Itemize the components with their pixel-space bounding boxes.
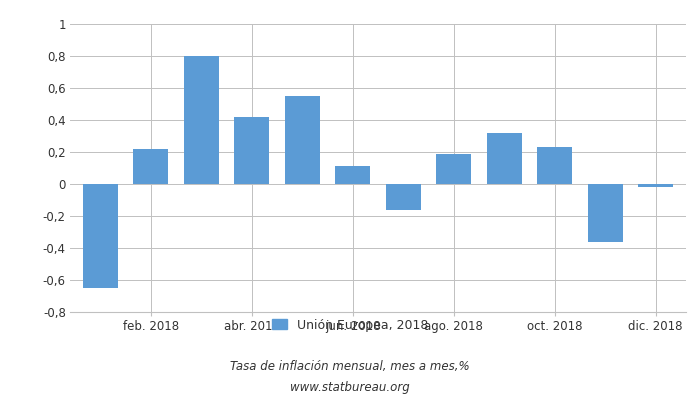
Bar <box>234 117 270 184</box>
Bar <box>436 154 471 184</box>
Bar <box>587 184 623 242</box>
Bar <box>133 149 169 184</box>
Bar <box>335 166 370 184</box>
Bar <box>486 133 522 184</box>
Text: www.statbureau.org: www.statbureau.org <box>290 381 410 394</box>
Bar <box>537 147 573 184</box>
Text: Tasa de inflación mensual, mes a mes,%: Tasa de inflación mensual, mes a mes,% <box>230 360 470 373</box>
Bar <box>386 184 421 210</box>
Legend: Unión Europea, 2018: Unión Europea, 2018 <box>272 319 428 332</box>
Bar <box>183 56 219 184</box>
Bar <box>285 96 320 184</box>
Bar <box>83 184 118 288</box>
Bar <box>638 184 673 187</box>
